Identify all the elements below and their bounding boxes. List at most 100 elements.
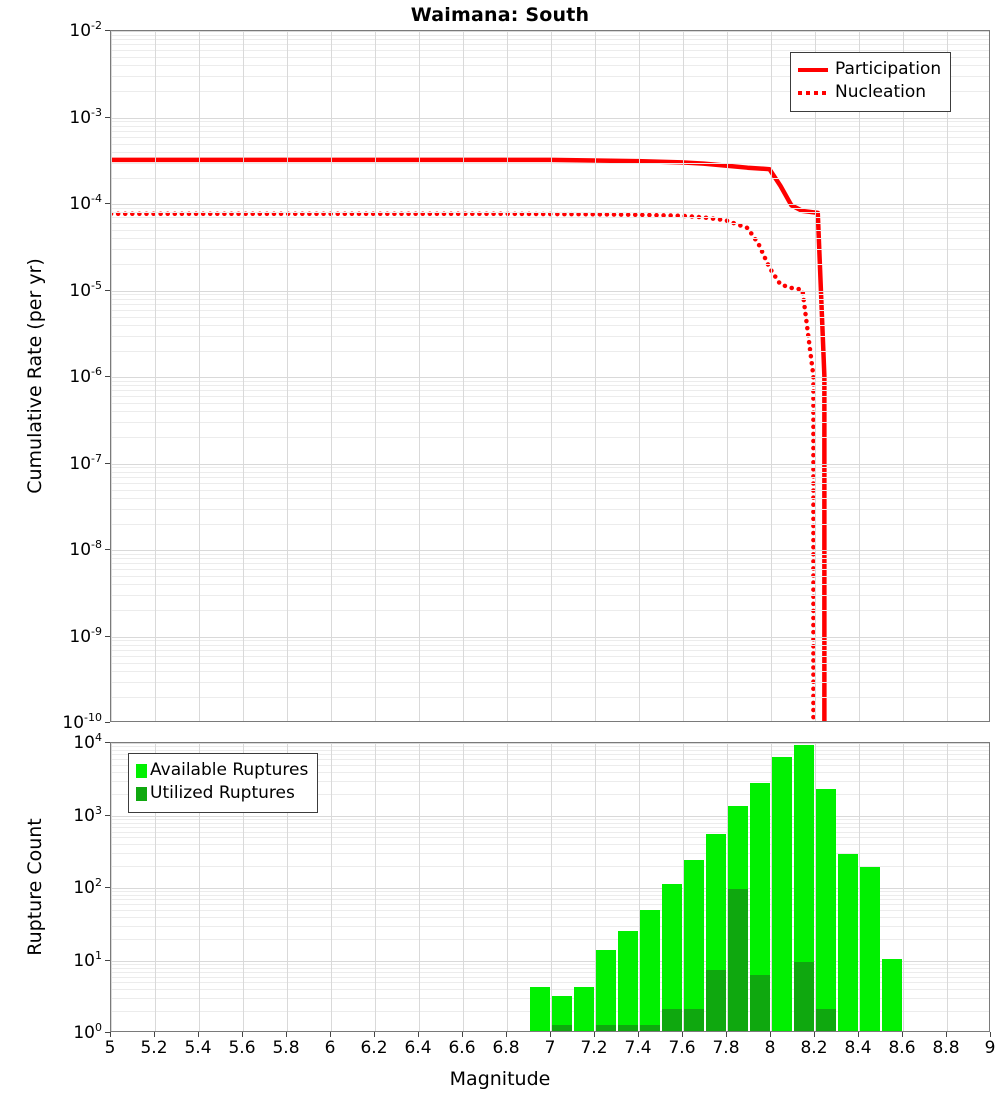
available-ruptures-segment — [684, 860, 704, 1031]
y-axis-tickmark — [105, 815, 110, 816]
rupture-count-bar — [552, 996, 572, 1031]
utilized-ruptures-segment — [794, 962, 814, 1031]
x-axis-tick-label: 5.6 — [228, 1038, 255, 1058]
legend-label: Nucleation — [835, 81, 926, 104]
y-axis-tick-label-top: 10-5 — [0, 279, 102, 301]
legend-item: Available Ruptures — [136, 759, 308, 782]
gridline-vertical — [947, 31, 948, 721]
available-ruptures-segment — [772, 757, 792, 1031]
available-ruptures-segment — [596, 950, 616, 1031]
x-axis-tickmark — [154, 1032, 155, 1037]
rupture-count-bar — [662, 884, 682, 1031]
gridline-vertical — [287, 31, 288, 721]
x-axis-tickmark — [198, 1032, 199, 1037]
utilized-ruptures-segment — [816, 1009, 836, 1031]
x-axis-tick-label: 8.8 — [932, 1038, 959, 1058]
gridline-vertical — [111, 743, 112, 1031]
available-ruptures-segment — [530, 987, 550, 1031]
x-axis-tickmark — [330, 1032, 331, 1037]
y-axis-tick-label-bottom: 102 — [0, 876, 102, 898]
x-axis-tick-label: 7.4 — [624, 1038, 651, 1058]
x-axis-label: Magnitude — [0, 1068, 1000, 1090]
x-axis-tickmark — [726, 1032, 727, 1037]
utilized-ruptures-segment — [618, 1025, 638, 1031]
y-axis-tickmark — [105, 30, 110, 31]
x-axis-tick-label: 6.6 — [448, 1038, 475, 1058]
gridline-vertical — [859, 31, 860, 721]
legend-dotted-line-icon — [798, 91, 828, 95]
utilized-ruptures-segment — [728, 889, 748, 1031]
rupture-count-bar — [816, 789, 836, 1031]
y-axis-tick-label-bottom: 101 — [0, 949, 102, 971]
legend-rupture-count: Available RupturesUtilized Ruptures — [128, 753, 318, 813]
cumulative-rate-plot — [110, 30, 990, 722]
x-axis-tick-label: 8.4 — [844, 1038, 871, 1058]
legend-solid-line-icon — [798, 68, 828, 72]
available-ruptures-segment — [574, 987, 594, 1031]
gridline-vertical — [551, 743, 552, 1031]
gridline-vertical — [111, 31, 112, 721]
legend-cumulative-rate: ParticipationNucleation — [790, 52, 951, 112]
y-axis-tick-label-top: 10-2 — [0, 19, 102, 41]
x-axis-tick-label: 7.2 — [580, 1038, 607, 1058]
x-axis-tickmark — [946, 1032, 947, 1037]
y-axis-tickmark — [105, 722, 110, 723]
y-axis-tickmark — [105, 203, 110, 204]
y-axis-tickmark — [105, 887, 110, 888]
x-axis-tick-label: 8 — [765, 1038, 776, 1058]
x-axis-tick-label: 6 — [325, 1038, 336, 1058]
x-axis-tickmark — [770, 1032, 771, 1037]
y-axis-tickmark — [105, 636, 110, 637]
rupture-count-bar — [684, 860, 704, 1031]
x-axis-tick-label: 5.4 — [184, 1038, 211, 1058]
x-axis-tickmark — [242, 1032, 243, 1037]
x-axis-tick-label: 6.2 — [360, 1038, 387, 1058]
x-axis-tickmark — [286, 1032, 287, 1037]
x-axis-tick-label: 5.8 — [272, 1038, 299, 1058]
rupture-count-bar — [640, 910, 660, 1031]
utilized-ruptures-segment — [552, 1025, 572, 1031]
rupture-count-bar — [596, 950, 616, 1031]
gridline-vertical — [507, 31, 508, 721]
y-axis-tick-label-bottom: 103 — [0, 804, 102, 826]
x-axis-tick-label: 7 — [545, 1038, 556, 1058]
x-axis-tick-label: 7.6 — [668, 1038, 695, 1058]
gridline-vertical — [771, 31, 772, 721]
gridline-vertical — [595, 31, 596, 721]
gridline-vertical — [243, 31, 244, 721]
rupture-count-bar — [706, 834, 726, 1032]
x-axis-tickmark — [374, 1032, 375, 1037]
page-title: Waimana: South — [0, 4, 1000, 26]
y-axis-tick-label-bottom: 100 — [0, 1021, 102, 1043]
legend-label: Participation — [835, 58, 941, 81]
x-axis-tick-label: 6.4 — [404, 1038, 431, 1058]
utilized-ruptures-segment — [662, 1009, 682, 1031]
y-axis-tickmark — [105, 549, 110, 550]
x-axis-tick-label: 5.2 — [140, 1038, 167, 1058]
rupture-count-bar — [574, 987, 594, 1031]
x-axis-tick-label: 9 — [985, 1038, 996, 1058]
utilized-ruptures-segment — [684, 1009, 704, 1031]
gridline-vertical — [463, 31, 464, 721]
figure-root: Waimana: South Cumulative Rate (per yr) … — [0, 0, 1000, 1100]
rupture-count-bar — [860, 867, 880, 1031]
gridline-vertical — [463, 743, 464, 1031]
x-axis-tick-label: 6.8 — [492, 1038, 519, 1058]
x-axis-tickmark — [638, 1032, 639, 1037]
rupture-count-bar — [530, 987, 550, 1031]
x-axis-tickmark — [418, 1032, 419, 1037]
rupture-count-bar — [794, 745, 814, 1031]
gridline-vertical — [947, 743, 948, 1031]
y-axis-tickmark — [105, 290, 110, 291]
utilized-ruptures-segment — [750, 975, 770, 1031]
utilized-ruptures-segment — [706, 970, 726, 1031]
legend-label: Utilized Ruptures — [150, 782, 295, 805]
x-axis-tick-label: 8.6 — [888, 1038, 915, 1058]
gridline-vertical — [419, 31, 420, 721]
legend-item: Utilized Ruptures — [136, 782, 308, 805]
x-axis-tickmark — [550, 1032, 551, 1037]
gridline-vertical — [375, 743, 376, 1031]
rupture-count-bar — [882, 959, 902, 1032]
gridline-vertical — [551, 31, 552, 721]
gridline-vertical — [331, 743, 332, 1031]
